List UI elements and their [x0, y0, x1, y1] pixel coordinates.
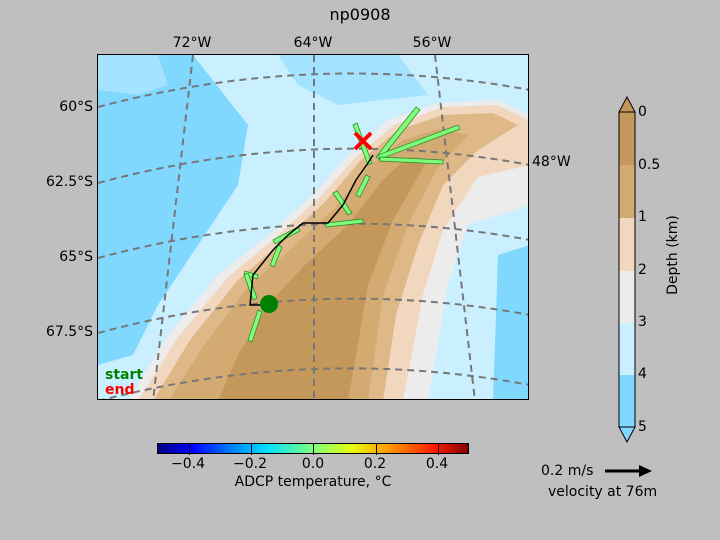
velocity-arrow — [269, 244, 283, 268]
depth-band — [619, 112, 635, 165]
velocity-arrow — [355, 174, 371, 198]
lat-label-60s: 60°S — [59, 99, 93, 115]
legend-start: start — [105, 367, 144, 383]
depth-tick-label: 0 — [638, 104, 647, 120]
temp-tick-label: −0.2 — [233, 456, 267, 472]
temp-tick-label: −0.4 — [171, 456, 205, 472]
velocity-key-arrow — [605, 465, 652, 477]
velocity-arrow — [332, 190, 353, 216]
velocity-arrow — [325, 218, 364, 228]
depth-colorbar — [618, 96, 636, 444]
depth-tick-label: 0.5 — [638, 157, 661, 173]
lon-label-48w: 48°W — [532, 154, 571, 170]
velocity-arrow — [247, 309, 263, 343]
ship-track — [249, 154, 374, 306]
abyssal-nw — [98, 55, 168, 95]
parallel-62-5s — [98, 147, 528, 184]
end-marker — [353, 131, 373, 151]
temp-tick-label: 0.2 — [363, 456, 387, 472]
depth-tick-label: 1 — [638, 209, 647, 225]
lon-label-56w: 56°W — [412, 35, 452, 51]
parallel-60s — [98, 72, 528, 108]
depth-tick-label: 4 — [638, 366, 647, 382]
temp-tick-label: 0.0 — [301, 456, 325, 472]
abyssal-east — [493, 245, 528, 399]
colorbar-tick — [189, 444, 190, 455]
temp-tick-label: 0.4 — [425, 456, 449, 472]
velocity-arrow — [375, 106, 421, 161]
lat-label-67-5s: 67.5°S — [45, 324, 93, 340]
shelf-0-0-5km — [218, 157, 428, 399]
legend-end: end — [105, 382, 135, 398]
graticule — [98, 55, 528, 399]
colorbar-tick — [376, 444, 377, 455]
abyssal-west — [98, 55, 248, 365]
lon-label-72w: 72°W — [172, 35, 212, 51]
depth-band — [619, 218, 635, 271]
depth-tick-label: 2 — [638, 262, 647, 278]
depth-tick-label: 5 — [638, 419, 647, 435]
depth-colorbar-frame — [618, 111, 636, 428]
depth-tick-label: 3 — [638, 314, 647, 330]
velocity-arrow — [377, 124, 461, 160]
depth-band — [619, 375, 635, 427]
depth-band — [619, 271, 635, 323]
temperature-colorbar — [157, 443, 469, 455]
bathymetry-map — [98, 55, 528, 399]
deep-north — [278, 55, 428, 105]
depth-colorbar-label: Depth (km) — [665, 215, 681, 295]
lat-label-65s: 65°S — [59, 249, 93, 265]
depth-band — [619, 323, 635, 375]
meridian-72w — [152, 55, 194, 399]
velocity-key-label: velocity at 76m — [548, 484, 658, 500]
colorbar-tick — [438, 444, 439, 455]
meridian-56w — [434, 55, 476, 399]
map-panel — [97, 54, 529, 400]
lon-label-64w: 64°W — [293, 35, 333, 51]
depth-band — [619, 165, 635, 218]
depth-extend-bottom — [618, 426, 636, 444]
start-marker — [260, 295, 278, 313]
velocity-arrow — [243, 272, 258, 301]
temperature-colorbar-label: ADCP temperature, °C — [234, 474, 392, 490]
map-title: np0908 — [329, 5, 391, 24]
colorbar-tick — [313, 444, 314, 455]
lat-label-62-5s: 62.5°S — [45, 174, 93, 190]
velocity-arrow — [379, 156, 444, 165]
velocity-key-speed: 0.2 m/s — [541, 463, 594, 479]
colorbar-tick — [251, 444, 252, 455]
depth-extend-top — [618, 96, 636, 113]
